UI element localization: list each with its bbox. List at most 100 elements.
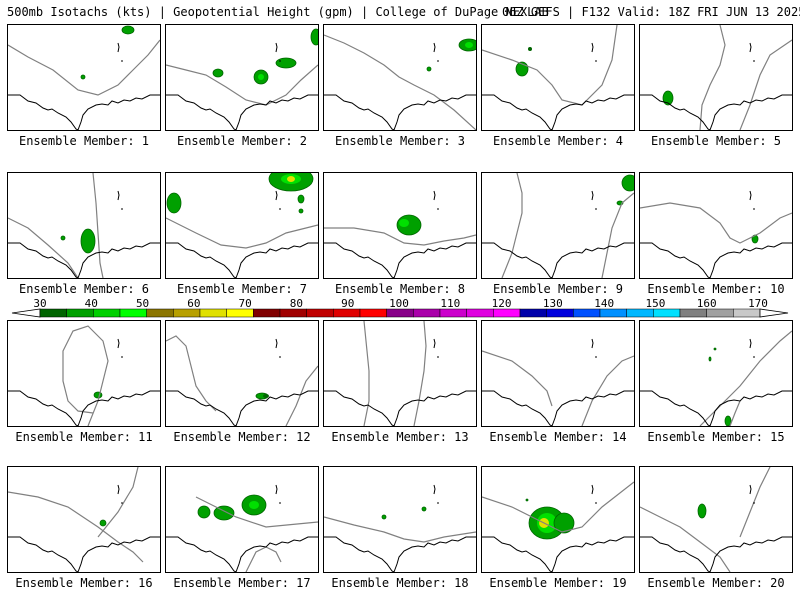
coastline xyxy=(166,536,318,572)
isotach-area xyxy=(298,208,304,214)
island-outline xyxy=(275,484,281,504)
isotach-area xyxy=(93,391,103,399)
isotach-area xyxy=(80,74,86,80)
member-panel-4 xyxy=(481,24,635,131)
coastline xyxy=(166,242,318,278)
member-panel-2 xyxy=(165,24,319,131)
island-outline xyxy=(433,484,439,504)
member-caption: Ensemble Member: 1 xyxy=(18,134,150,148)
colorbar-label: 90 xyxy=(341,297,354,310)
height-contour xyxy=(324,516,476,543)
member-panel-7 xyxy=(165,172,319,279)
colorbar-swatch xyxy=(386,308,414,318)
isotach-area xyxy=(621,174,634,192)
header-left-title: 500mb Isotachs (kts) | Geopotential Heig… xyxy=(7,5,549,19)
height-contour xyxy=(195,496,318,572)
member-map-5 xyxy=(640,25,792,130)
member-map-15 xyxy=(640,330,792,426)
colorbar-label: 150 xyxy=(645,297,665,310)
colorbar-label: 60 xyxy=(187,297,200,310)
colorbar-swatch xyxy=(119,308,147,318)
colorbar-swatch xyxy=(519,308,547,318)
height-contour xyxy=(501,173,634,278)
height-contour xyxy=(482,481,634,533)
member-map-8 xyxy=(324,190,476,278)
member-caption: Ensemble Member: 5 xyxy=(650,134,782,148)
member-caption: Ensemble Member: 4 xyxy=(492,134,624,148)
isotach-area xyxy=(80,228,96,254)
isotach-area xyxy=(381,514,387,520)
coastline xyxy=(324,536,476,572)
colorbar-swatch xyxy=(439,308,467,318)
member-caption: Ensemble Member: 20 xyxy=(647,576,785,590)
member-panel-12 xyxy=(165,320,319,427)
colorbar-swatch xyxy=(413,308,441,318)
member-map-10 xyxy=(640,190,792,278)
colorbar-swatch xyxy=(333,308,361,318)
coastline xyxy=(8,536,160,572)
member-panel-15 xyxy=(639,320,793,427)
colorbar: 30 40 50 60 70 80 90 100 110 120 130 140 150 160 170 xyxy=(0,297,800,319)
isotach-area xyxy=(399,219,409,227)
colorbar-swatch xyxy=(93,308,121,318)
colorbar-label: 140 xyxy=(594,297,614,310)
colorbar-swatch xyxy=(466,308,494,318)
member-map-2 xyxy=(166,28,318,130)
coastline xyxy=(640,390,792,426)
isotach-area xyxy=(724,415,732,426)
member-panel-11 xyxy=(7,320,161,427)
isotach-area xyxy=(426,66,432,72)
member-caption: Ensemble Member: 19 xyxy=(489,576,627,590)
isotach-area xyxy=(465,42,473,48)
island-outline xyxy=(275,190,281,210)
isotach-area xyxy=(713,347,717,351)
isotach-area xyxy=(60,235,66,241)
isotach-area xyxy=(213,505,235,521)
island-outline xyxy=(433,42,439,62)
island-outline xyxy=(749,338,755,358)
member-caption: Ensemble Member: 14 xyxy=(489,430,627,444)
colorbar-swatch xyxy=(546,308,574,318)
height-contour xyxy=(482,25,618,106)
colorbar-label: 100 xyxy=(389,297,409,310)
height-contour xyxy=(640,202,792,244)
colorbar-label: 120 xyxy=(492,297,512,310)
coastline xyxy=(166,94,318,130)
isotach-area xyxy=(662,90,674,106)
isotach-area xyxy=(263,394,269,398)
isotach-area xyxy=(166,192,182,214)
isotach-area xyxy=(99,519,107,527)
member-panel-16 xyxy=(7,466,161,573)
height-contour xyxy=(699,330,792,426)
height-contour xyxy=(166,335,318,426)
coastline xyxy=(482,94,634,130)
coastline xyxy=(8,242,160,278)
isotach-area xyxy=(275,57,297,69)
isotach-area xyxy=(310,28,318,46)
member-panel-14 xyxy=(481,320,635,427)
island-outline xyxy=(117,42,123,62)
member-map-13 xyxy=(324,321,476,426)
height-contour xyxy=(324,227,476,246)
island-outline xyxy=(749,42,755,62)
island-outline xyxy=(275,42,281,62)
colorbar-swatch xyxy=(199,308,227,318)
colorbar-label: 80 xyxy=(290,297,303,310)
member-panel-18 xyxy=(323,466,477,573)
member-caption: Ensemble Member: 11 xyxy=(15,430,153,444)
header-right-title: 06Z GEFS | F132 Valid: 18Z FRI JUN 13 20… xyxy=(502,5,800,19)
member-map-3 xyxy=(324,34,476,130)
colorbar-label: 40 xyxy=(85,297,98,310)
member-panel-5 xyxy=(639,24,793,131)
island-outline xyxy=(117,484,123,504)
colorbar-label: 70 xyxy=(239,297,252,310)
height-contour xyxy=(324,34,476,130)
member-map-20 xyxy=(640,467,792,572)
member-map-14 xyxy=(482,338,634,426)
colorbar-swatch xyxy=(146,308,174,318)
member-map-1 xyxy=(8,25,160,130)
isotach-area xyxy=(297,194,305,204)
colorbar-swatch xyxy=(306,308,334,318)
member-panel-3 xyxy=(323,24,477,131)
member-panel-6 xyxy=(7,172,161,279)
